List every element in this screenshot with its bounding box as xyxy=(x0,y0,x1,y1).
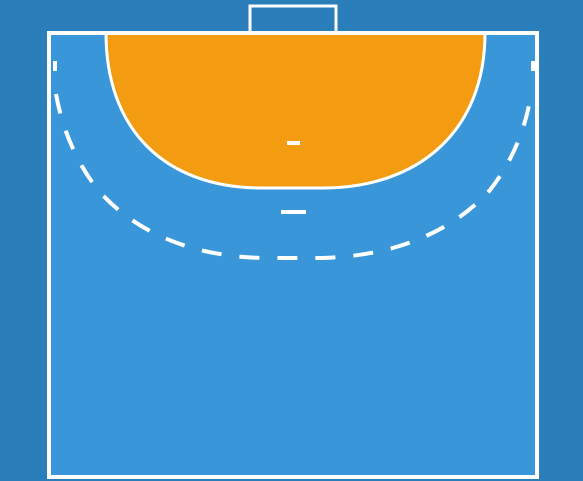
free-throw-line xyxy=(53,61,533,260)
goal-area xyxy=(104,31,487,190)
goal xyxy=(248,4,338,35)
